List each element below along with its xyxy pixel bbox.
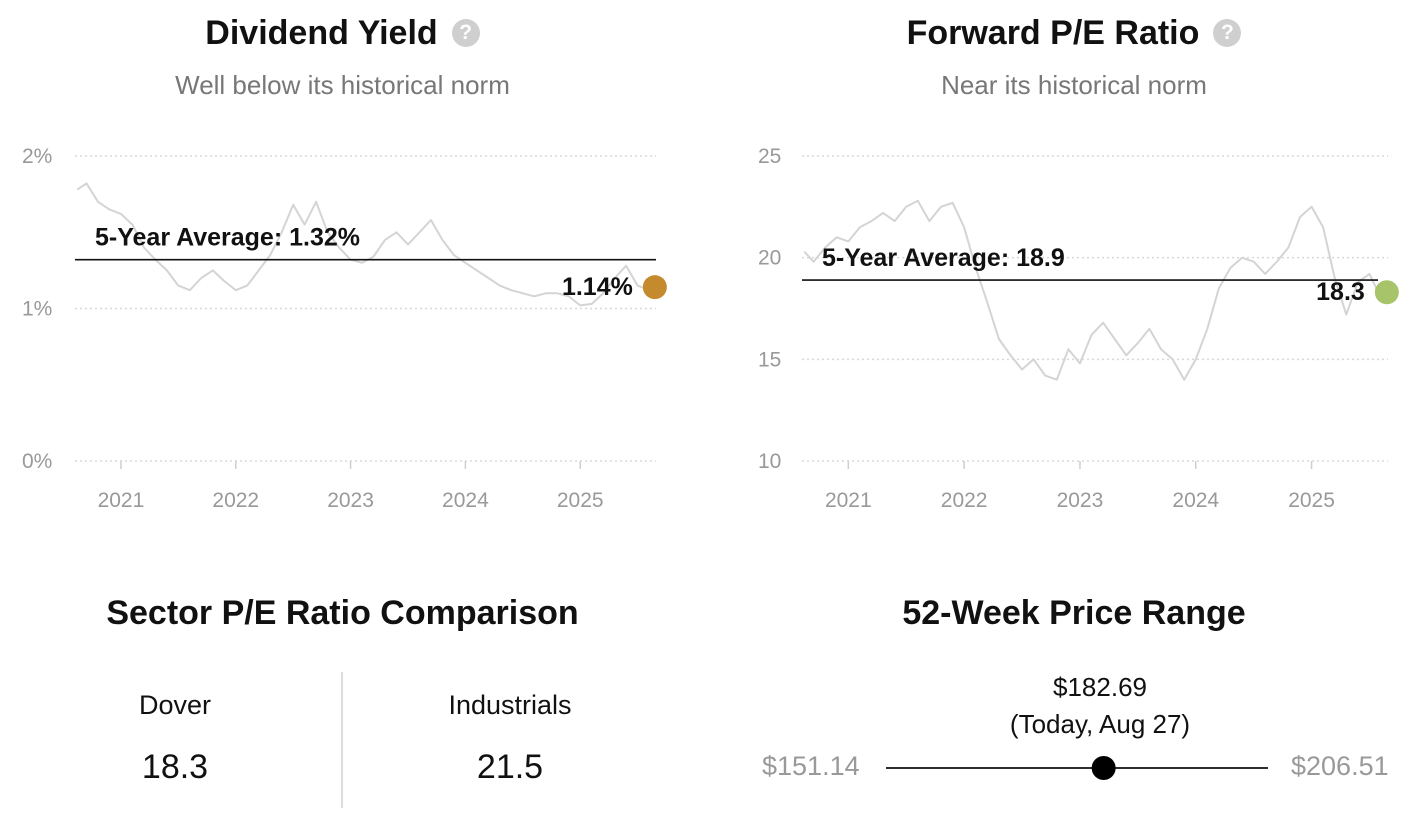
y-tick-label: 10 [758, 450, 781, 473]
x-tick-label: 2024 [442, 489, 489, 512]
current-value-marker [642, 275, 667, 300]
dividend-yield-subtitle: Well below its historical norm [175, 70, 510, 100]
range-high: $206.51 [1291, 751, 1389, 781]
x-tick-label: 2022 [941, 489, 988, 512]
current-value-marker [1374, 280, 1399, 305]
current-price-marker [1091, 756, 1116, 780]
current-price: $182.69 [1053, 672, 1147, 702]
series-line [803, 199, 1388, 381]
forward-pe-title: Forward P/E Ratio? [730, 14, 1418, 53]
average-label: 5-Year Average: 18.9 [822, 244, 1065, 272]
x-tick-label: 2025 [1288, 489, 1335, 512]
forward-pe-subtitle: Near its historical norm [941, 70, 1207, 100]
dividend-yield-chart: 0% 1% 2% 2021 2022 2023 2024 2025 5-Year Average… [22, 145, 667, 512]
y-tick-label: 1% [22, 298, 52, 321]
y-tick-label: 20 [758, 247, 781, 270]
price-range-title: 52-Week Price Range [902, 594, 1246, 632]
x-tick-label: 2024 [1172, 489, 1219, 512]
x-tick-label: 2023 [327, 489, 374, 512]
question-circle-icon[interactable]: ? [1213, 19, 1242, 47]
current-value-label: 18.3 [1316, 278, 1365, 306]
x-tick-label: 2023 [1057, 489, 1104, 512]
current-price-note: (Today, Aug 27) [1009, 709, 1191, 739]
x-tick-label: 2025 [557, 489, 604, 512]
sector-name: Industrials [448, 690, 572, 720]
company-pe-value: 18.3 [141, 748, 209, 786]
y-tick-label: 25 [758, 145, 781, 168]
y-tick-label: 15 [758, 348, 781, 371]
y-tick-label: 0% [22, 450, 52, 473]
dividend-yield-title: Dividend Yield? [0, 14, 685, 53]
forward-pe-title-text: Forward P/E Ratio [906, 14, 1200, 52]
y-tick-label: 2% [22, 145, 52, 168]
dividend-yield-title-text: Dividend Yield [205, 14, 438, 52]
x-tick-label: 2021 [825, 489, 872, 512]
sector-divider [341, 672, 343, 808]
average-label: 5-Year Average: 1.32% [95, 224, 360, 252]
current-value-label: 1.14% [562, 273, 633, 301]
x-tick-label: 2022 [212, 489, 259, 512]
x-tick-label: 2021 [98, 489, 145, 512]
range-low: $151.14 [762, 751, 860, 781]
sector-comparison-title: Sector P/E Ratio Comparison [106, 594, 579, 632]
question-circle-icon[interactable]: ? [451, 19, 480, 47]
company-name: Dover [138, 690, 212, 720]
sector-pe-value: 21.5 [476, 748, 544, 786]
